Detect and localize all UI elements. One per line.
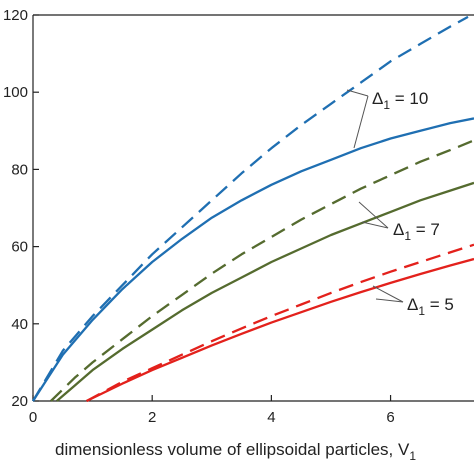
plot-frame — [32, 14, 474, 402]
leader-10-dashed — [346, 89, 369, 97]
y-tick-label: 20 — [11, 393, 28, 410]
annotation-leaders — [346, 89, 404, 303]
series-line-3 — [50, 139, 474, 402]
x-tick-label: 4 — [267, 409, 275, 426]
y-tick-label: 40 — [11, 316, 28, 333]
x-axis-title: dimensionless volume of ellipsoidal part… — [55, 440, 416, 463]
x-tick-label: 6 — [386, 409, 394, 426]
series-line-6 — [86, 257, 474, 403]
leader-5-dashed — [372, 285, 404, 303]
annotation-delta-5: Δ1 = 5 — [407, 295, 454, 318]
series-line-2 — [32, 117, 474, 402]
leader-7-dashed — [358, 201, 389, 229]
y-axis-ticks: 20 40 60 80 100 120 — [3, 7, 39, 410]
x-tick-label: 2 — [148, 409, 156, 426]
x-axis-ticks: 0 2 4 6 — [29, 395, 395, 426]
annotation-delta-7: Δ1 = 7 — [393, 220, 440, 243]
y-tick-label: 120 — [3, 7, 28, 24]
y-tick-label: 80 — [11, 161, 28, 178]
y-tick-label: 100 — [3, 84, 28, 101]
series-layer — [32, 15, 474, 403]
x-tick-label: 0 — [29, 409, 37, 426]
annotation-delta-10: Δ1 = 10 — [372, 89, 428, 112]
y-tick-label: 60 — [11, 239, 28, 256]
series-line-5 — [86, 243, 474, 403]
series-line-1 — [32, 15, 469, 402]
leader-5-solid — [375, 298, 404, 303]
leader-10-solid — [353, 95, 369, 149]
leader-7-solid — [361, 221, 389, 229]
series-line-4 — [56, 181, 474, 402]
